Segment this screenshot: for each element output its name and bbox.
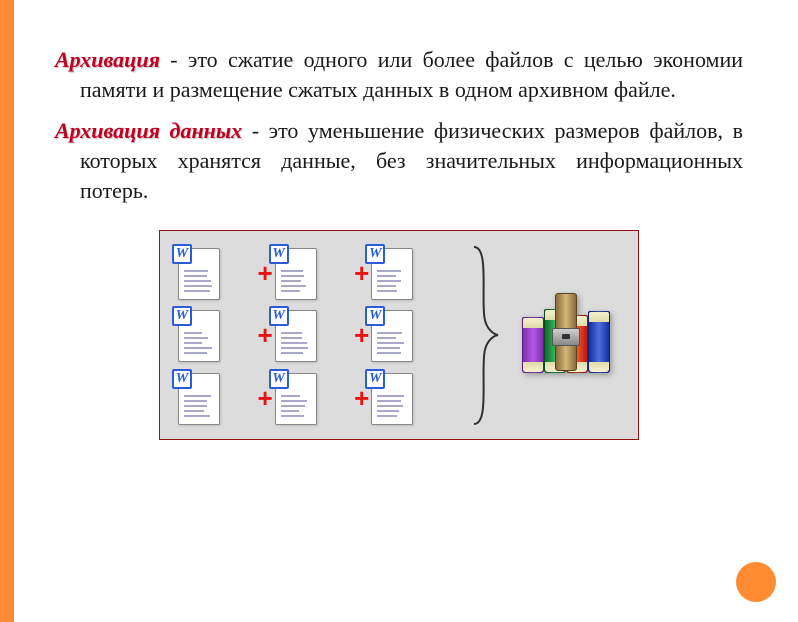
- word-doc-icon: W: [365, 369, 415, 427]
- word-badge-icon: W: [365, 306, 385, 326]
- paragraph-1: Архивация - это сжатие одного или более …: [55, 45, 743, 104]
- word-badge-icon: W: [269, 306, 289, 326]
- doc-cell: W: [365, 243, 462, 303]
- archive-buckle: [552, 328, 580, 346]
- doc-cell: W+: [269, 243, 366, 303]
- doc-cell: W+: [269, 305, 366, 365]
- accent-corner-dot: [736, 562, 776, 602]
- word-badge-icon: W: [269, 369, 289, 389]
- slide-content: Архивация - это сжатие одного или более …: [0, 0, 798, 440]
- archive-books: [518, 288, 613, 373]
- word-doc-icon: W: [172, 369, 222, 427]
- word-badge-icon: W: [172, 244, 192, 264]
- word-doc-icon: W: [269, 369, 319, 427]
- word-doc-icon: W: [172, 306, 222, 364]
- doc-cell: W+: [172, 368, 269, 428]
- doc-cell: W: [365, 305, 462, 365]
- text-1: - это сжатие одного или более файлов с ц…: [80, 47, 743, 102]
- book-1: [522, 317, 544, 373]
- term-1: Архивация: [55, 47, 160, 72]
- doc-cell: W+: [269, 368, 366, 428]
- word-badge-icon: W: [365, 369, 385, 389]
- archive-icon: [518, 288, 613, 383]
- doc-cell: W+: [172, 243, 269, 303]
- accent-left-bar: [0, 0, 14, 622]
- documents-grid: W+W+WW+W+WW+W+W: [172, 243, 462, 428]
- word-doc-icon: W: [269, 244, 319, 302]
- brace-icon: [470, 243, 502, 428]
- word-doc-icon: W: [269, 306, 319, 364]
- diagram-container: W+W+WW+W+WW+W+W: [159, 230, 639, 440]
- doc-cell: W: [365, 368, 462, 428]
- word-doc-icon: W: [365, 244, 415, 302]
- word-doc-icon: W: [365, 306, 415, 364]
- book-4: [588, 311, 610, 373]
- word-badge-icon: W: [172, 306, 192, 326]
- paragraph-2: Архивация данных - это уменьшение физиче…: [55, 116, 743, 205]
- word-doc-icon: W: [172, 244, 222, 302]
- doc-cell: W+: [172, 305, 269, 365]
- word-badge-icon: W: [172, 369, 192, 389]
- word-badge-icon: W: [269, 244, 289, 264]
- word-badge-icon: W: [365, 244, 385, 264]
- term-2: Архивация данных: [55, 118, 242, 143]
